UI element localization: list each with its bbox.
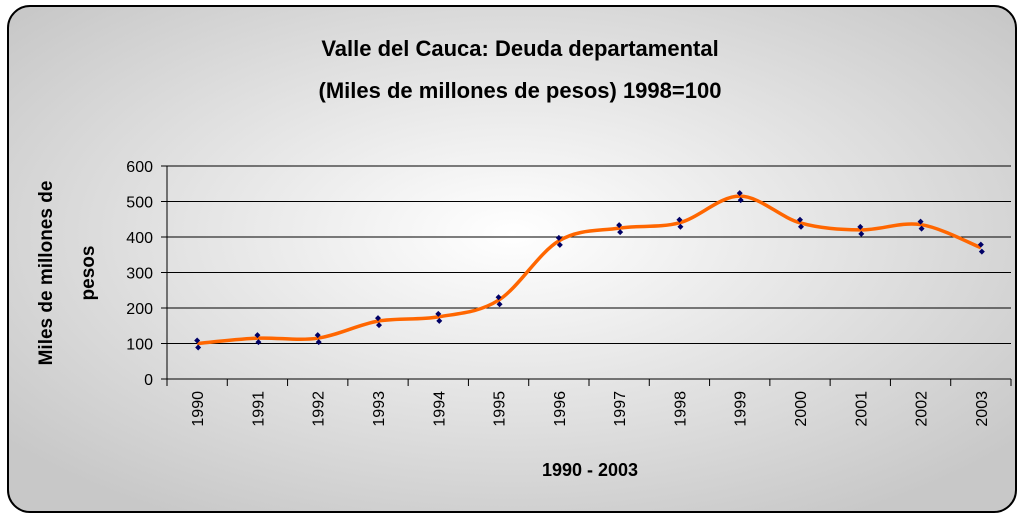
chart-title: Valle del Cauca: Deuda departamental [321, 36, 718, 61]
x-tick-label: 1996 [552, 391, 569, 427]
x-tick-label: 1992 [311, 391, 328, 427]
x-tick-label: 2001 [853, 391, 870, 427]
chart-title: (Miles de millones de pesos) 1998=100 [319, 78, 722, 103]
y-tick-label: 0 [144, 372, 153, 389]
point-marker [977, 241, 985, 255]
point-marker [314, 332, 322, 346]
point-marker [194, 337, 202, 351]
point-marker [555, 234, 563, 248]
point-marker [375, 315, 382, 329]
y-axis-title-line: pesos [78, 246, 99, 301]
y-tick-label: 400 [126, 230, 153, 247]
y-tick-label: 300 [126, 266, 153, 283]
point-marker [857, 223, 865, 237]
x-tick-label: 1995 [492, 391, 509, 427]
series-line [196, 194, 982, 346]
y-axis-title-line: Miles de millones de [36, 181, 57, 366]
x-tick-label: 2003 [974, 391, 991, 427]
y-tick-label: 500 [126, 195, 153, 212]
x-axis-title: 1990 - 2003 [542, 460, 638, 480]
point-marker [797, 216, 804, 230]
x-tick-label: 1993 [371, 391, 388, 427]
point-marker [676, 216, 684, 230]
x-tick-label: 1999 [733, 391, 750, 427]
point-marker [736, 190, 744, 204]
x-tick-label: 2000 [793, 391, 810, 427]
chart-frame [7, 5, 1017, 513]
x-tick-label: 1994 [431, 391, 448, 427]
y-tick-label: 100 [126, 337, 153, 354]
point-marker [495, 294, 503, 308]
x-tick-label: 1991 [250, 391, 267, 427]
point-marker [917, 218, 925, 232]
x-tick-label: 1997 [612, 391, 629, 427]
y-tick-label: 600 [126, 159, 153, 176]
y-tick-label: 200 [126, 301, 153, 318]
x-tick-label: 1998 [672, 391, 689, 427]
point-marker [616, 222, 624, 236]
x-tick-label: 2002 [914, 391, 931, 427]
point-marker [435, 310, 443, 324]
y-axis-title: Miles de millones de pesos [36, 181, 99, 366]
point-marker [254, 332, 262, 346]
x-tick-label: 1990 [190, 391, 207, 427]
